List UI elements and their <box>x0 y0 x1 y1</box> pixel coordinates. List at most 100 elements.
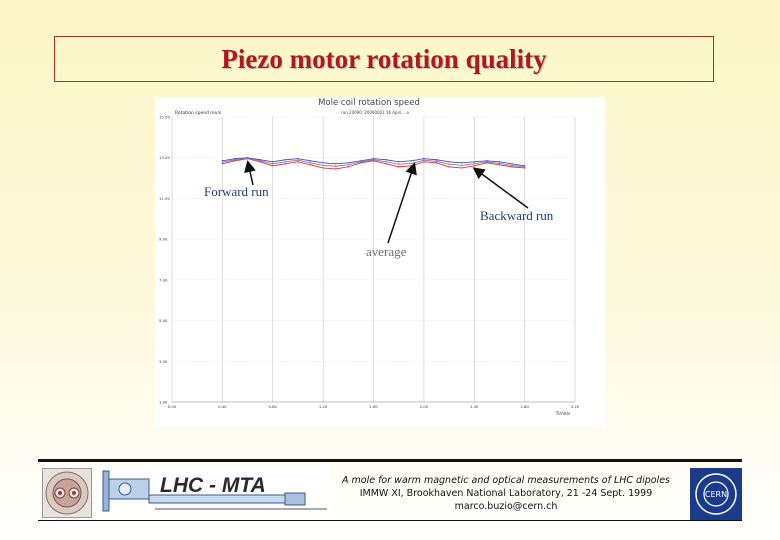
x-tick-label: 2.80 <box>520 404 529 409</box>
series-1-point <box>460 162 463 164</box>
series-1-point <box>335 163 337 165</box>
series-3-point <box>486 161 488 163</box>
series-1-point <box>473 161 475 163</box>
chart-subtitle: run 20090. 20090001 16 April, ..o <box>341 110 409 115</box>
series-3-point <box>511 164 513 167</box>
series-2-point <box>511 166 513 168</box>
series-3-point <box>284 161 287 163</box>
series-1-point <box>284 159 287 161</box>
magnet-cross-section-icon <box>45 471 89 515</box>
series-2-point <box>221 163 224 165</box>
y-tick-label: 3.00 <box>159 359 168 364</box>
series-2-point <box>284 163 287 165</box>
series-2-point <box>448 166 450 168</box>
series-3-point <box>246 157 249 159</box>
title-box: Piezo motor rotation quality <box>54 36 714 82</box>
series-3-point <box>473 163 475 165</box>
series-3-point <box>410 162 412 165</box>
series-1-point <box>410 160 412 162</box>
series-3-point <box>397 163 400 165</box>
series-1-point <box>486 160 488 162</box>
magnet-logo <box>42 468 92 518</box>
series-1-point <box>259 159 261 161</box>
series-2-point <box>397 166 400 168</box>
series-2-point <box>272 165 274 167</box>
y-tick-label: 7.00 <box>159 277 168 282</box>
x-tick-label: 1.60 <box>369 404 378 409</box>
series-3-point <box>435 160 438 163</box>
forward-run-label: Forward run <box>204 184 269 199</box>
series-3-point <box>360 161 362 163</box>
banner-label: LHC - MTA <box>160 474 266 497</box>
series-3-point <box>234 159 236 161</box>
footer-line-1: A mole for warm magnetic and optical mea… <box>342 475 670 486</box>
series-1-point <box>523 165 526 167</box>
x-tick-label: 0.00 <box>168 404 177 409</box>
series-1-point <box>234 158 236 160</box>
series-2-point <box>360 162 362 164</box>
average-label: average <box>366 244 407 259</box>
x-axis-label: Time/s <box>555 411 572 417</box>
series-2-point <box>347 166 350 168</box>
series-3-point <box>460 164 463 167</box>
series-2-point <box>435 162 438 164</box>
series-3-point <box>335 165 337 167</box>
series-1-point <box>322 162 324 164</box>
series-2-point <box>297 161 299 163</box>
footer-rule-top <box>38 459 742 462</box>
y-tick-label: 9.00 <box>159 237 168 242</box>
series-1-point <box>435 159 438 161</box>
footer-text: A mole for warm magnetic and optical mea… <box>336 474 676 513</box>
series-1-point <box>372 158 375 160</box>
y-tick-label: 15.00 <box>159 115 170 120</box>
series-1-point <box>347 162 350 164</box>
series-2-point <box>259 161 261 163</box>
series-3-point <box>272 163 274 165</box>
series-3-point <box>309 162 312 164</box>
cern-logo-icon: CERN <box>695 473 737 515</box>
chart-panel: Mole coil rotation speed Rotation speed … <box>155 97 605 427</box>
series-2-point <box>460 167 463 169</box>
x-tick-label: 0.40 <box>218 404 227 409</box>
mole-device-drawing-icon <box>102 470 327 512</box>
series-2-point <box>385 163 387 165</box>
series-1-point <box>360 160 362 162</box>
series-2-point <box>234 160 236 162</box>
backward-run-label: Backward run <box>480 208 554 223</box>
x-tick-label: 3.20 <box>571 404 580 409</box>
series-3-point <box>221 161 224 163</box>
y-tick-label: 1.00 <box>159 400 168 405</box>
series-1-point <box>272 161 274 163</box>
chart-title: Mole coil rotation speed <box>318 98 420 108</box>
series-3-point <box>385 161 387 163</box>
series-2-point <box>473 165 475 167</box>
series-3-point <box>523 166 526 168</box>
series-2-point <box>335 168 337 170</box>
series-2-point <box>410 165 412 167</box>
series-3-point <box>322 164 324 167</box>
cern-logo: CERN <box>690 468 742 520</box>
series-1-point <box>448 161 450 163</box>
mta-banner <box>95 465 330 517</box>
rotation-speed-chart: Mole coil rotation speed Rotation speed … <box>159 98 580 417</box>
series-1-point <box>397 161 400 163</box>
x-tick-label: 0.80 <box>269 404 278 409</box>
series-2-point <box>322 167 324 169</box>
x-tick-label: 2.00 <box>420 404 429 409</box>
series-1-point <box>297 158 299 160</box>
y-tick-label: 13.00 <box>159 155 170 160</box>
series-2-point <box>486 162 488 164</box>
series-1-point <box>309 160 312 162</box>
series-3-point <box>259 160 261 162</box>
series-3-point <box>423 159 425 161</box>
series-1-point <box>511 163 513 165</box>
series-1-point <box>423 158 425 160</box>
series-1-point <box>221 160 224 162</box>
chart-legend-text: Rotation speed rev/s <box>175 110 222 116</box>
series-2-point <box>423 161 425 163</box>
x-tick-label: 2.40 <box>470 404 479 409</box>
series-3-point <box>498 162 501 165</box>
y-tick-label: 11.00 <box>159 196 170 201</box>
cern-logo-text: CERN <box>705 490 727 499</box>
y-tick-label: 5.00 <box>159 318 168 323</box>
